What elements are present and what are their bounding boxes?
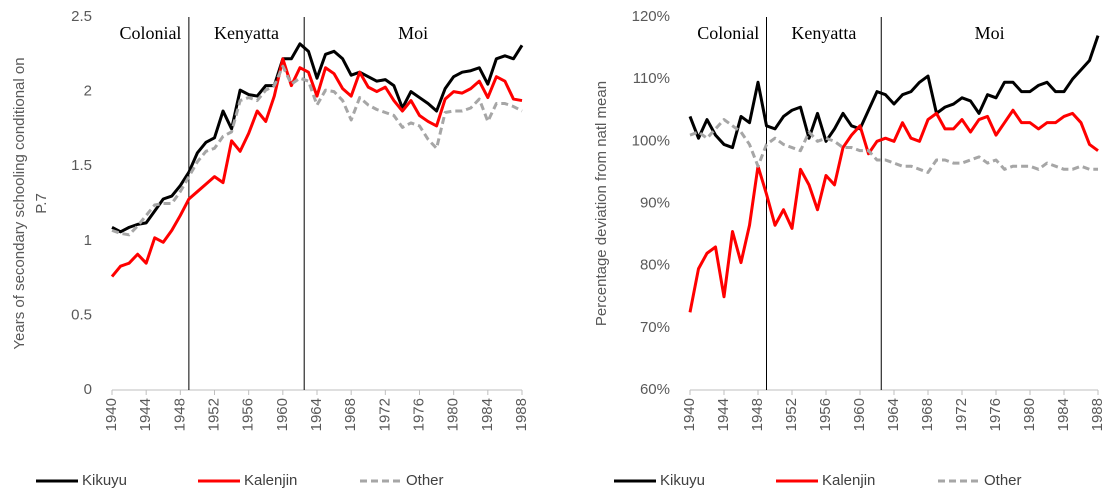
x-tick-label: 1984 [479, 398, 496, 431]
legend-label: Other [406, 472, 444, 489]
series-line [111, 64, 523, 237]
x-tick-label: 1964 [885, 398, 902, 431]
x-tick-label: 1948 [749, 398, 766, 431]
era-label: Kenyatta [791, 23, 856, 43]
x-tick-label: 1972 [953, 398, 970, 431]
y-tick-label: 70% [640, 319, 670, 336]
x-tick-label: 1944 [137, 398, 154, 431]
era-label: Moi [975, 23, 1005, 43]
era-label: Colonial [119, 23, 181, 43]
series-line [688, 35, 1100, 150]
era-label: Colonial [697, 23, 759, 43]
x-tick-label: 1952 [783, 398, 800, 431]
series-line [110, 57, 523, 278]
y-axis-label: Years of secondary schooling conditional… [11, 57, 28, 349]
series-line [688, 108, 1099, 313]
y-tick-label: 0 [84, 381, 92, 398]
x-tick-label: 1972 [376, 398, 393, 431]
x-tick-label: 1976 [410, 398, 427, 431]
x-tick-label: 1980 [445, 398, 462, 431]
y-tick-label: 100% [632, 132, 670, 149]
x-tick-label: 1956 [817, 398, 834, 431]
era-label: Kenyatta [214, 23, 279, 43]
x-tick-label: 1968 [919, 398, 936, 431]
x-tick-label: 1960 [274, 398, 291, 431]
x-tick-label: 1988 [513, 398, 530, 431]
x-tick-label: 1988 [1089, 398, 1106, 431]
legend-label: Kikuyu [82, 472, 127, 489]
legend-label: Kalenjin [822, 472, 875, 489]
series-line [689, 118, 1098, 174]
y-tick-label: 110% [633, 70, 670, 87]
x-tick-label: 1968 [342, 398, 359, 431]
y-tick-label: 1.5 [71, 157, 92, 174]
y-tick-label: 90% [640, 194, 670, 211]
x-tick-label: 1944 [715, 398, 732, 431]
y-tick-label: 0.5 [71, 306, 92, 323]
x-tick-label: 1976 [987, 398, 1004, 431]
x-tick-label: 1984 [1055, 398, 1072, 431]
x-tick-label: 1956 [240, 398, 257, 431]
y-axis-label: P.7 [33, 193, 50, 214]
y-tick-label: 2 [84, 83, 92, 100]
x-tick-label: 1964 [308, 398, 325, 431]
x-tick-label: 1940 [681, 398, 698, 431]
y-tick-label: 2.5 [71, 8, 92, 25]
legend-label: Kikuyu [660, 472, 705, 489]
y-tick-label: 80% [640, 257, 670, 274]
y-axis-label: Percentage deviation from natl mean [593, 81, 610, 326]
x-tick-label: 1960 [851, 398, 868, 431]
x-tick-label: 1980 [1021, 398, 1038, 431]
y-tick-label: 1 [84, 232, 92, 249]
y-tick-label: 60% [640, 381, 670, 398]
x-tick-label: 1940 [103, 398, 120, 431]
x-tick-label: 1948 [171, 398, 188, 431]
x-tick-label: 1952 [205, 398, 222, 431]
y-tick-label: 120% [632, 8, 670, 25]
legend-label: Kalenjin [244, 472, 297, 489]
era-label: Moi [398, 23, 428, 43]
legend-label: Other [984, 472, 1022, 489]
series-line [111, 42, 524, 234]
